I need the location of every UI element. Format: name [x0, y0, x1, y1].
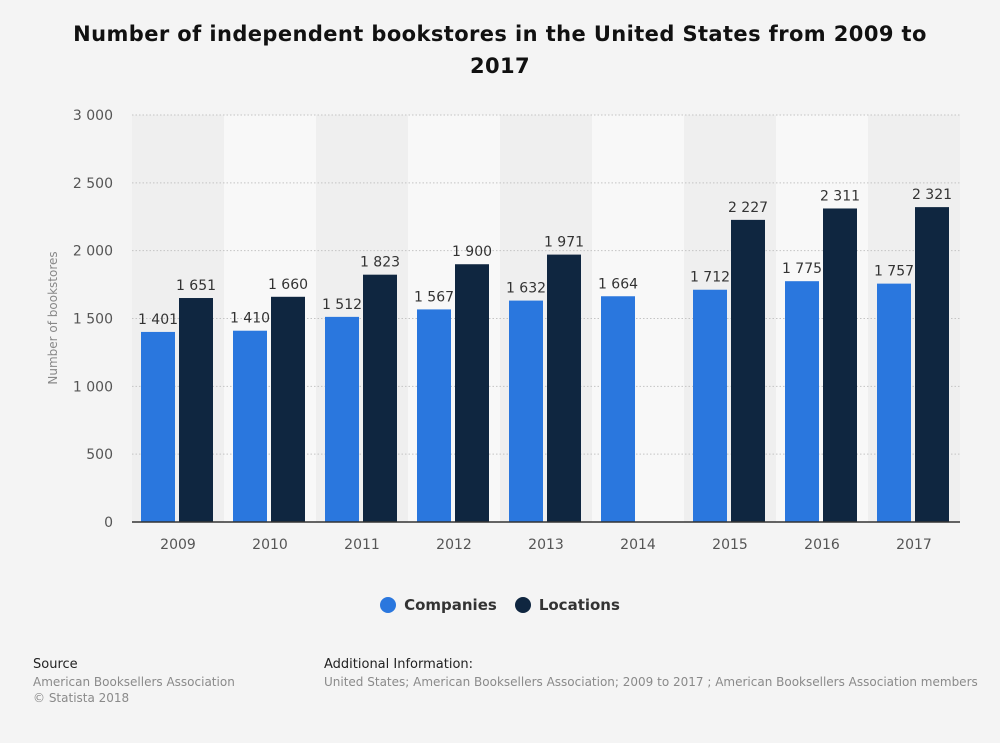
- legend-label-companies: Companies: [404, 596, 497, 614]
- bar-companies-2016[interactable]: [785, 281, 819, 522]
- legend-item-companies[interactable]: Companies: [380, 596, 497, 614]
- y-tick-label: 1 000: [73, 379, 113, 395]
- additional-info-text: United States; American Booksellers Asso…: [324, 675, 978, 689]
- data-label-companies-2017: 1 757: [874, 264, 914, 280]
- bar-companies-2012[interactable]: [417, 309, 451, 522]
- additional-info-heading: Additional Information:: [324, 657, 474, 672]
- data-label-locations-2011: 1 823: [360, 255, 400, 271]
- data-label-companies-2016: 1 775: [782, 261, 822, 277]
- source-heading: Source: [33, 657, 78, 672]
- legend-label-locations: Locations: [538, 596, 620, 614]
- legend: Companies Locations: [0, 596, 1000, 614]
- bar-locations-2016[interactable]: [823, 208, 857, 522]
- bar-locations-2010[interactable]: [271, 296, 305, 522]
- x-tick-label: 2015: [712, 537, 748, 553]
- bar-locations-2017[interactable]: [915, 207, 949, 522]
- bar-companies-2009[interactable]: [141, 331, 175, 522]
- data-label-locations-2010: 1 660: [268, 277, 308, 293]
- bar-chart: 0 500 1 000 1 500 2 000 2 500 3 000 Number of b…: [46, 108, 960, 553]
- bar-locations-2015[interactable]: [731, 219, 765, 522]
- data-label-locations-2016: 2 311: [820, 188, 860, 204]
- additional-info-block: Additional Information: United States; A…: [324, 657, 978, 690]
- bar-companies-2015[interactable]: [693, 289, 727, 522]
- bar-companies-2011[interactable]: [325, 316, 359, 522]
- y-tick-label: 1 500: [73, 312, 113, 328]
- bar-companies-2013[interactable]: [509, 300, 543, 522]
- y-tick-label: 0: [104, 515, 113, 531]
- data-label-companies-2012: 1 567: [414, 289, 454, 305]
- bar-companies-2010[interactable]: [233, 330, 267, 522]
- bar-locations-2012[interactable]: [455, 264, 489, 522]
- data-label-locations-2012: 1 900: [452, 244, 492, 260]
- copyright-text: © Statista 2018: [33, 691, 130, 705]
- chart-title: Number of independent bookstores in the …: [73, 22, 927, 78]
- data-label-companies-2015: 1 712: [690, 270, 730, 286]
- x-tick-label: 2017: [896, 537, 932, 553]
- bar-companies-2014[interactable]: [601, 296, 635, 522]
- y-axis-label: Number of bookstores: [46, 251, 60, 384]
- source-text: American Booksellers Association: [33, 675, 235, 689]
- data-label-companies-2010: 1 410: [230, 311, 270, 327]
- x-tick-label: 2010: [252, 537, 288, 553]
- x-tick-label: 2011: [344, 537, 380, 553]
- x-tick-label: 2013: [528, 537, 564, 553]
- data-label-companies-2009: 1 401: [138, 312, 178, 328]
- bar-locations-2009[interactable]: [179, 298, 213, 522]
- legend-item-locations[interactable]: Locations: [514, 596, 620, 614]
- data-label-locations-2015: 2 227: [728, 200, 768, 216]
- data-label-locations-2013: 1 971: [544, 235, 584, 251]
- y-tick-label: 3 000: [73, 108, 113, 124]
- y-tick-label: 2 500: [73, 176, 113, 192]
- x-tick-label: 2016: [804, 537, 840, 553]
- data-label-companies-2014: 1 664: [598, 276, 638, 292]
- data-label-locations-2017: 2 321: [912, 187, 952, 203]
- bar-locations-2011[interactable]: [363, 274, 397, 522]
- y-tick-label: 500: [86, 447, 113, 463]
- data-label-companies-2011: 1 512: [322, 297, 362, 313]
- x-tick-label: 2009: [160, 537, 196, 553]
- source-block: Source American Booksellers Association …: [33, 657, 235, 706]
- x-tick-label: 2012: [436, 537, 472, 553]
- legend-marker-companies: [380, 597, 397, 613]
- y-tick-label: 2 000: [73, 244, 113, 260]
- data-label-locations-2009: 1 651: [176, 278, 216, 294]
- data-label-companies-2013: 1 632: [506, 281, 546, 297]
- x-tick-label: 2014: [620, 537, 656, 553]
- legend-marker-locations: [514, 597, 531, 613]
- bar-locations-2013[interactable]: [547, 254, 581, 522]
- bar-companies-2017[interactable]: [877, 283, 911, 522]
